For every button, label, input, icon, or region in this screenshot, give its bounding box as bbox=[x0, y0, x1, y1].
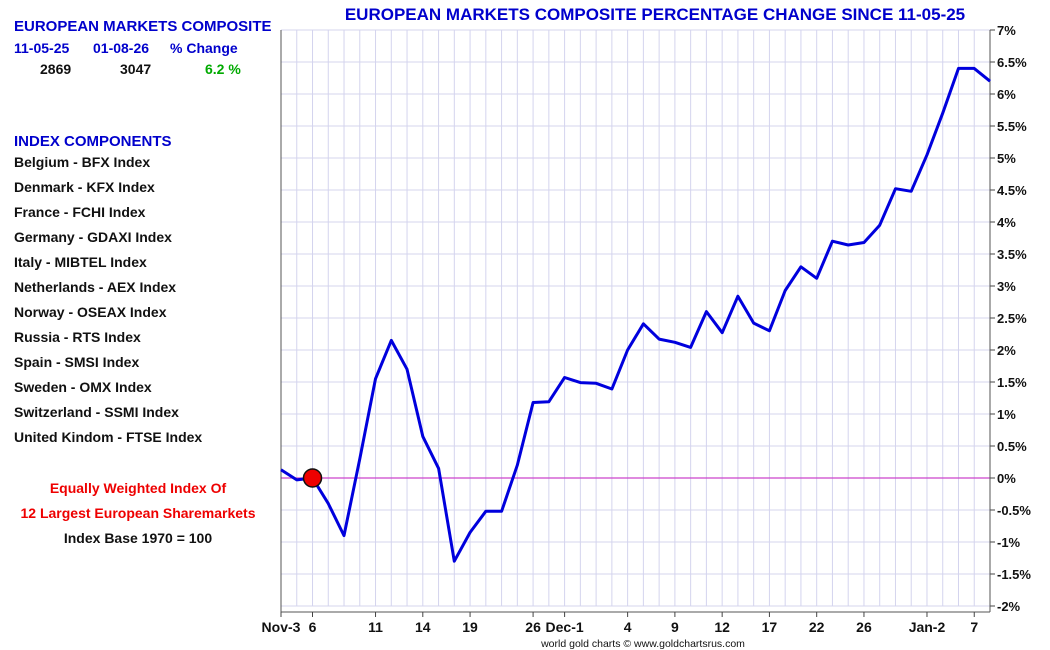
y-tick-label: -1% bbox=[997, 535, 1021, 550]
y-tick-label: 4.5% bbox=[997, 183, 1027, 198]
x-tick-label: 6 bbox=[309, 619, 317, 635]
y-tick-label: 5% bbox=[997, 151, 1016, 166]
end-date-label: 01-08-26 bbox=[93, 40, 150, 56]
component-item: Germany - GDAXI Index bbox=[14, 229, 172, 245]
chart-title: EUROPEAN MARKETS COMPOSITE PERCENTAGE CH… bbox=[345, 5, 965, 24]
x-tick-label: 9 bbox=[671, 619, 679, 635]
x-tick-label: 12 bbox=[714, 619, 730, 635]
start-date-label: 11-05-25 bbox=[14, 40, 70, 56]
x-tick-label: 22 bbox=[809, 619, 825, 635]
component-item: Switzerland - SSMI Index bbox=[14, 404, 179, 420]
x-tick-label: 11 bbox=[368, 619, 383, 635]
x-tick-label: Dec-1 bbox=[546, 619, 584, 635]
component-item: Belgium - BFX Index bbox=[14, 154, 151, 170]
note-index-base: Index Base 1970 = 100 bbox=[63, 530, 213, 546]
x-tick-label: 14 bbox=[415, 619, 431, 635]
note-equally-weighted: Equally Weighted Index Of bbox=[49, 480, 227, 496]
y-tick-label: 0% bbox=[997, 471, 1016, 486]
component-item: Sweden - OMX Index bbox=[14, 379, 152, 395]
components-title: INDEX COMPONENTS bbox=[14, 133, 172, 150]
component-item: Netherlands - AEX Index bbox=[14, 279, 177, 295]
component-item: Russia - RTS Index bbox=[14, 329, 141, 345]
x-tick-label: 17 bbox=[762, 619, 778, 635]
component-item: Norway - OSEAX Index bbox=[14, 304, 167, 320]
x-tick-label: Jan-2 bbox=[909, 619, 946, 635]
y-tick-label: -2% bbox=[997, 599, 1021, 614]
y-tick-label: 0.5% bbox=[997, 439, 1027, 454]
y-tick-label: -1.5% bbox=[997, 567, 1031, 582]
y-tick-label: 2.5% bbox=[997, 311, 1027, 326]
y-tick-label: 3% bbox=[997, 279, 1016, 294]
y-tick-label: 6% bbox=[997, 87, 1016, 102]
y-tick-label: 1.5% bbox=[997, 375, 1027, 390]
end-value: 3047 bbox=[120, 61, 152, 77]
series-layer bbox=[280, 66, 991, 563]
component-item: United Kindom - FTSE Index bbox=[14, 429, 203, 445]
y-tick-label: 4% bbox=[997, 215, 1016, 230]
y-tick-label: 7% bbox=[997, 23, 1016, 38]
grid bbox=[280, 29, 991, 607]
x-tick-label: 26 bbox=[856, 619, 872, 635]
chart-footer: world gold charts © www.goldchartsrus.co… bbox=[540, 638, 745, 650]
y-tick-label: -0.5% bbox=[997, 503, 1031, 518]
component-item: France - FCHI Index bbox=[14, 204, 146, 220]
note-largest-markets: 12 Largest European Sharemarkets bbox=[20, 505, 256, 521]
base-date-marker bbox=[302, 468, 323, 488]
component-item: Italy - MIBTEL Index bbox=[14, 254, 147, 270]
x-tick-label: 7 bbox=[970, 619, 978, 635]
y-tick-label: 2% bbox=[997, 343, 1016, 358]
change-label: % Change bbox=[170, 40, 238, 56]
change-value: 6.2 % bbox=[205, 61, 241, 77]
start-value: 2869 bbox=[40, 61, 72, 77]
component-item: Denmark - KFX Index bbox=[14, 179, 155, 195]
x-tick-label: 19 bbox=[462, 619, 478, 635]
y-tick-label: 5.5% bbox=[997, 119, 1027, 134]
composite-series-line bbox=[280, 66, 991, 563]
y-tick-label: 1% bbox=[997, 407, 1016, 422]
component-item: Spain - SMSI Index bbox=[14, 354, 140, 370]
axes: -2% -1.5% -1% -0.5% 0% 0.5% 1% 1.5% 2% 2.5% 3% 3.5%… bbox=[262, 23, 1032, 635]
panel-title: EUROPEAN MARKETS COMPOSITE bbox=[14, 18, 272, 35]
y-tick-label: 3.5% bbox=[997, 247, 1027, 262]
y-tick-label: 6.5% bbox=[997, 55, 1027, 70]
x-tick-label: 4 bbox=[624, 619, 632, 635]
x-tick-label: Nov-3 bbox=[262, 619, 301, 635]
x-tick-label: 26 bbox=[525, 619, 541, 635]
